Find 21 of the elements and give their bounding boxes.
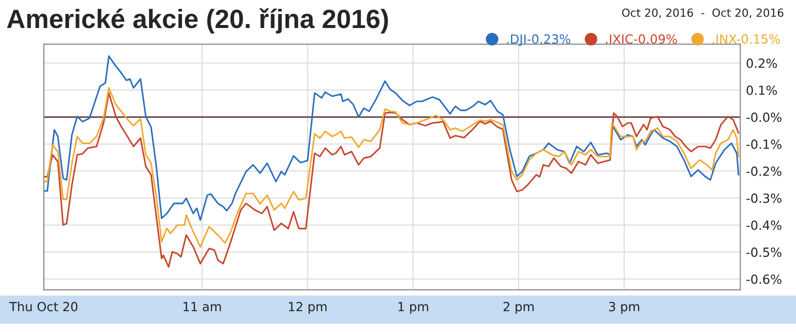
y-tick-label: -0.2% <box>746 166 782 176</box>
x-tick-label: 1 pm <box>398 302 428 314</box>
y-tick-label: -0.3% <box>746 194 782 203</box>
x-tick-label: 2 pm <box>504 302 534 314</box>
x-tick-label: Thu Oct 20 <box>9 302 78 312</box>
legend-label: .DJI-0.23% <box>507 34 570 46</box>
x-tick-label: 11 am <box>184 302 221 312</box>
x-tick-label: 3 pm <box>609 302 640 314</box>
y-tick-label: -0.5% <box>746 248 782 257</box>
chart-title: Americké akcie (20. října 2016) <box>7 8 388 34</box>
line-series <box>44 55 740 221</box>
y-tick-label: -0.1% <box>746 140 782 149</box>
legend-label: .IXIC-0.09% <box>606 34 677 44</box>
y-tick-label: -0.0% <box>746 112 782 122</box>
x-tick-label: 12 pm <box>288 302 327 314</box>
y-tick-label: -0.6% <box>746 274 782 284</box>
legend-label: .INX-0.15% <box>712 34 780 44</box>
chart-subtitle: Oct 20, 2016 - Oct 20, 2016 <box>622 8 784 18</box>
y-tick-label: 0.2% <box>746 58 777 68</box>
y-tick-label: -0.4% <box>746 220 782 230</box>
y-tick-label: 0.1% <box>746 86 777 95</box>
